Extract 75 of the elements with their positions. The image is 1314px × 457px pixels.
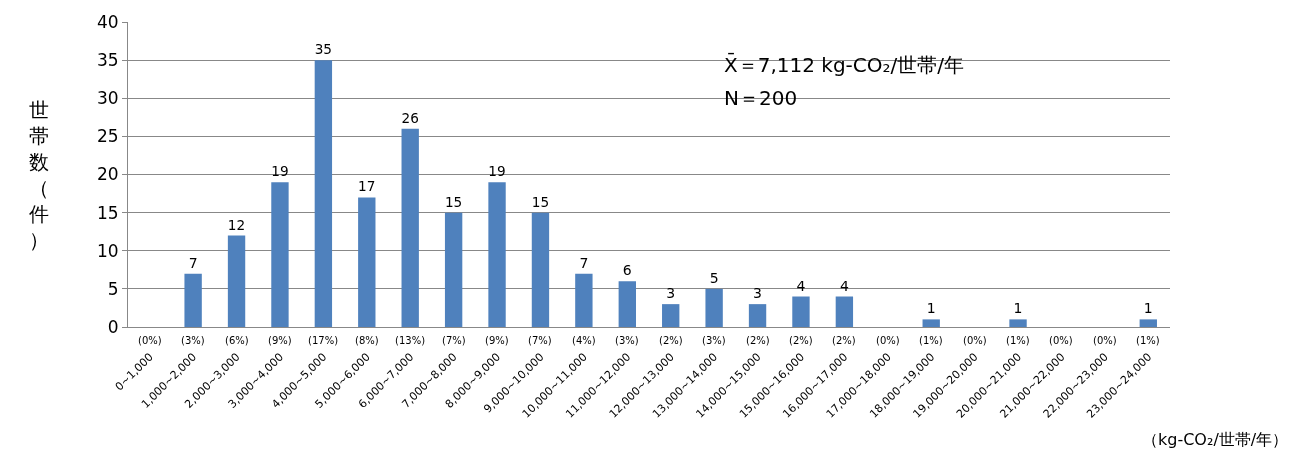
text: (0%) — [1049, 335, 1073, 346]
data-label: 35 — [314, 41, 333, 58]
bar — [835, 296, 854, 327]
data-label: 1 — [1013, 300, 1023, 317]
x-axis-title: （kg-CO₂/世帯/年） — [1142, 430, 1289, 449]
bar — [227, 235, 246, 327]
text: (2%) — [746, 335, 770, 346]
y-tick-label: 35 — [96, 50, 119, 71]
bar — [488, 182, 506, 327]
y-axis-title: 世帯数（件） — [29, 98, 49, 252]
text: (0%) — [876, 335, 900, 346]
text: (1%) — [1136, 335, 1160, 346]
annotation: X̄＝7,112 kg-CO₂/世帯/年 — [724, 52, 965, 77]
data-label: 19 — [488, 163, 506, 180]
y-tick-label: 5 — [107, 278, 119, 299]
text: (9%) — [485, 335, 509, 346]
data-label: 1 — [1143, 300, 1153, 317]
bar — [271, 182, 289, 327]
data-label: 4 — [796, 277, 806, 294]
text: (4%) — [572, 335, 596, 346]
text: (7%) — [442, 335, 466, 346]
text: (3%) — [181, 335, 205, 346]
text: (2%) — [789, 335, 813, 346]
annotation: N＝200 — [724, 86, 798, 110]
data-label: 7 — [579, 254, 589, 271]
data-label: 7 — [188, 254, 198, 271]
data-label: 12 — [227, 216, 246, 233]
bar — [618, 281, 636, 327]
text: (1%) — [919, 335, 943, 346]
text: (6%) — [225, 335, 249, 346]
y-tick-label: 40 — [96, 11, 119, 32]
text: (17%) — [308, 335, 339, 346]
text: (13%) — [395, 335, 426, 346]
text: (0%) — [963, 335, 987, 346]
bar — [531, 212, 550, 327]
bar — [1139, 319, 1157, 327]
data-label: 4 — [839, 277, 849, 294]
text: (2%) — [832, 335, 856, 346]
y-tick-label: 25 — [96, 126, 119, 147]
bar — [401, 128, 419, 327]
data-label: 3 — [753, 285, 763, 302]
bar — [705, 288, 723, 327]
text: (8%) — [355, 335, 379, 346]
data-label: 26 — [401, 109, 419, 126]
y-tick-label: 20 — [96, 164, 119, 185]
data-label: 15 — [531, 193, 550, 210]
bar — [1009, 319, 1027, 327]
bar — [922, 319, 940, 327]
bar — [575, 273, 593, 327]
data-label: 6 — [622, 262, 632, 279]
text: (3%) — [615, 335, 639, 346]
text: (7%) — [528, 335, 552, 346]
bar — [358, 197, 376, 327]
bar — [748, 304, 767, 327]
bar — [792, 296, 810, 327]
text: (0%) — [138, 335, 162, 346]
data-label: 15 — [444, 193, 463, 210]
bar — [662, 304, 680, 327]
y-tick-label: 30 — [96, 88, 119, 109]
text: (0%) — [1093, 335, 1117, 346]
y-tick-label: 15 — [96, 202, 119, 223]
data-label: 5 — [709, 269, 719, 286]
data-label: 3 — [666, 285, 676, 302]
text: (3%) — [702, 335, 726, 346]
text: (2%) — [659, 335, 683, 346]
data-label: 1 — [926, 300, 936, 317]
bar — [184, 273, 202, 327]
data-label: 19 — [271, 163, 289, 180]
text: (9%) — [268, 335, 292, 346]
y-tick-label: 0 — [107, 316, 119, 337]
bar — [314, 60, 333, 327]
bar — [444, 212, 463, 327]
text: (1%) — [1006, 335, 1030, 346]
y-tick-label: 10 — [96, 240, 119, 261]
data-label: 17 — [358, 178, 376, 195]
